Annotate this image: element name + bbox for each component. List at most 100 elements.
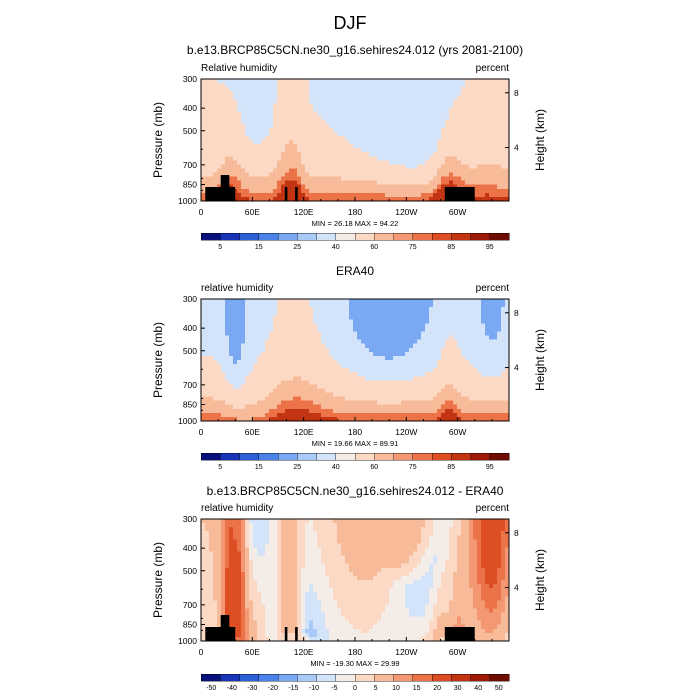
contour-cell <box>341 184 346 190</box>
contour-cell <box>217 135 222 141</box>
contour-cell <box>277 127 282 133</box>
contour-cell <box>413 144 418 149</box>
contour-cell <box>469 164 474 169</box>
contour-cell <box>265 91 270 96</box>
contour-cell <box>297 351 302 357</box>
contour-cell <box>413 388 418 393</box>
contour-cell <box>477 188 482 194</box>
contour-cell <box>445 323 450 328</box>
contour-cell <box>241 303 246 308</box>
contour-cell <box>361 131 366 137</box>
contour-cell <box>493 111 498 116</box>
contour-cell <box>361 519 366 524</box>
contour-cell <box>477 148 482 153</box>
contour-cell <box>373 184 378 190</box>
contour-cell <box>465 376 470 381</box>
contour-cell <box>461 148 466 153</box>
contour-cell <box>421 152 426 157</box>
contour-cell <box>381 380 386 385</box>
contour-cell <box>373 380 378 385</box>
contour-cell <box>313 144 318 149</box>
contour-cell <box>441 103 446 108</box>
contour-cell <box>229 176 234 182</box>
contour-cell <box>413 355 418 361</box>
contour-cell <box>393 91 398 96</box>
contour-cell <box>437 396 442 402</box>
contour-cell <box>225 160 230 165</box>
contour-cell <box>425 311 430 316</box>
contour-cell <box>449 331 454 336</box>
contour-cell <box>389 360 394 365</box>
contour-cell <box>333 404 338 410</box>
contour-cell <box>201 91 206 96</box>
contour-cell <box>441 140 446 145</box>
contour-cell <box>425 315 430 320</box>
contour-cell <box>333 196 338 202</box>
contour-cell <box>405 156 410 161</box>
contour-cell <box>329 188 334 194</box>
contour-cell <box>461 372 466 377</box>
contour-cell <box>505 176 510 182</box>
contour-cell <box>217 140 222 145</box>
contour-cell <box>257 111 262 116</box>
contour-cell <box>245 152 250 157</box>
contour-cell <box>321 364 326 369</box>
contour-cell <box>441 380 446 385</box>
contour-cell <box>301 339 306 345</box>
contour-cell <box>325 307 330 312</box>
contour-cell <box>417 164 422 169</box>
contour-cell <box>441 168 446 173</box>
contour-cell <box>353 519 358 524</box>
contour-cell <box>325 380 330 385</box>
contour-cell <box>425 160 430 165</box>
contour-cell <box>477 83 482 88</box>
contour-cell <box>433 376 438 381</box>
contour-cell <box>261 396 266 402</box>
contour-cell <box>469 388 474 393</box>
contour-cell <box>237 148 242 153</box>
contour-cell <box>477 180 482 186</box>
contour-cell <box>305 416 310 422</box>
contour-cell <box>213 388 218 393</box>
contour-cell <box>397 83 402 88</box>
contour-cell <box>233 523 238 528</box>
contour-cell <box>429 184 434 190</box>
contour-cell <box>313 368 318 373</box>
contour-cell <box>249 351 254 357</box>
contour-cell <box>201 144 206 149</box>
contour-cell <box>277 156 282 161</box>
contour-cell <box>409 323 414 328</box>
contour-cell <box>457 176 462 182</box>
contour-cell <box>309 91 314 96</box>
contour-cell <box>249 115 254 121</box>
contour-cell <box>265 331 270 336</box>
contour-cell <box>297 519 302 524</box>
contour-cell <box>237 184 242 190</box>
contour-cell <box>393 148 398 153</box>
contour-cell <box>497 140 502 145</box>
contour-cell <box>309 327 314 332</box>
contour-cell <box>401 87 406 92</box>
contour-cell <box>237 380 242 385</box>
contour-cell <box>229 372 234 377</box>
contour-cell <box>505 303 510 308</box>
contour-cell <box>257 307 262 312</box>
contour-cell <box>497 164 502 169</box>
contour-cell <box>413 416 418 422</box>
contour-cell <box>473 351 478 357</box>
contour-cell <box>205 396 210 402</box>
contour-cell <box>217 79 222 84</box>
contour-cell <box>269 95 274 100</box>
contour-cell <box>397 347 402 353</box>
contour-cell <box>257 355 262 361</box>
contour-cell <box>333 388 338 393</box>
contour-cell <box>453 107 458 112</box>
contour-cell <box>365 331 370 336</box>
contour-cell <box>321 323 326 328</box>
contour-cell <box>365 315 370 320</box>
contour-cell <box>365 368 370 373</box>
contour-cell <box>465 311 470 316</box>
contour-cell <box>269 107 274 112</box>
contour-cell <box>469 91 474 96</box>
contour-cell <box>253 123 258 129</box>
